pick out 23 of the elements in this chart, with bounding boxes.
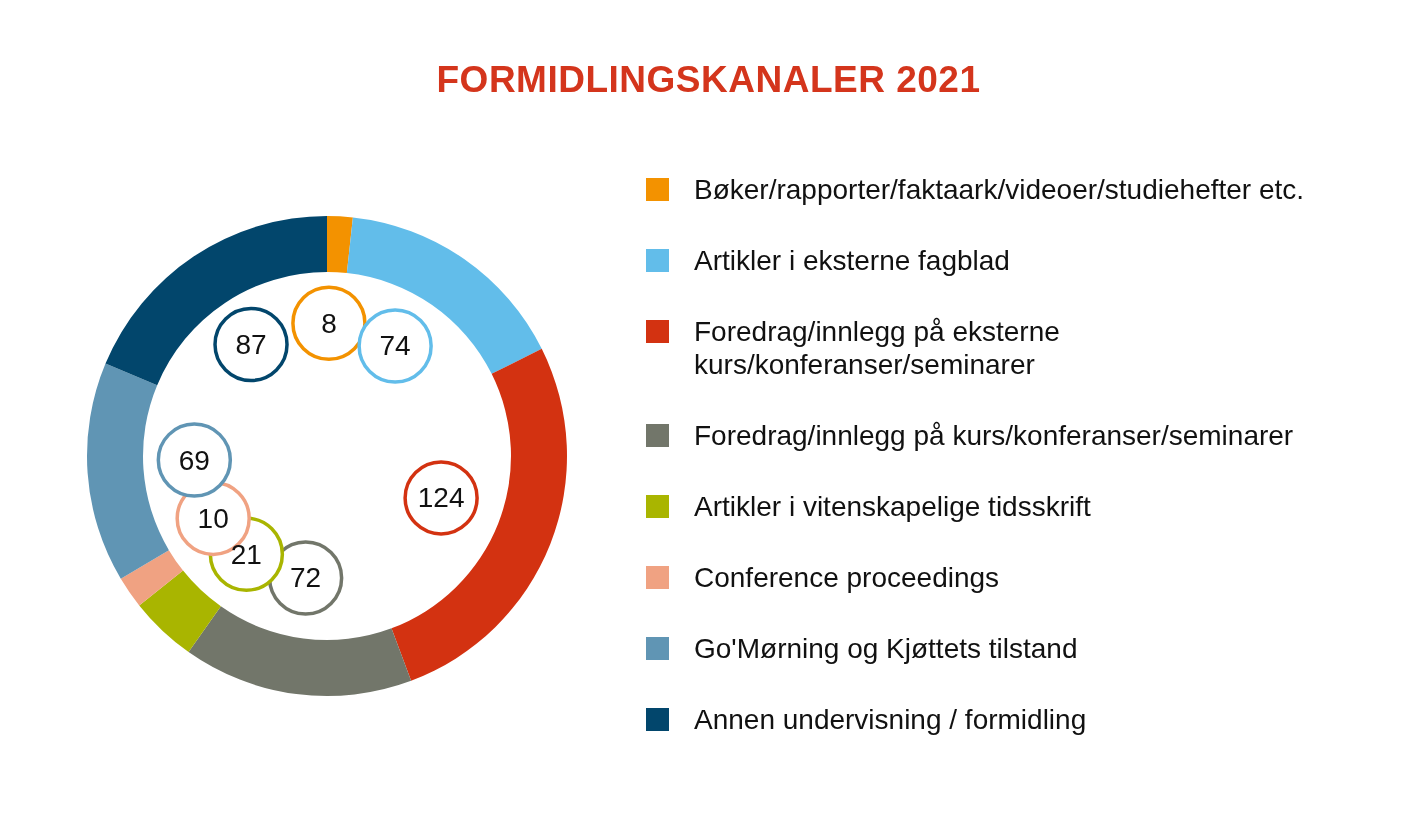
donut-slice [139,570,221,653]
donut-slice [327,216,353,274]
data-label: 87 [235,328,267,360]
legend-label: Foredrag/innlegg på eksterne kurs/konferanser/seminarer [694,315,1061,381]
legend-label: Bøker/rapporter/faktaark/videoer/studiehefter etc. [694,173,1306,206]
donut-slice [87,363,169,579]
data-label: 69 [178,444,210,476]
donut-slice [188,606,412,696]
legend-label: Artikler i vitenskapelige tidsskrift [694,490,1092,523]
data-label: 8 [321,307,337,339]
legend-label: Artikler i eksterne fagblad [694,244,1011,277]
donut-slice [120,550,184,606]
data-label: 10 [197,502,229,534]
data-label: 72 [290,562,322,594]
data-label: 74 [379,330,411,362]
legend-label: Go'Mørning og Kjøttets tilstand [694,632,1079,665]
data-label: 124 [417,482,465,514]
legend-label: Annen undervisning / formidling [694,703,1088,736]
donut-slice [346,217,542,374]
data-label: 21 [230,538,262,570]
chart-title: FORMIDLINGSKANALER 2021 [435,58,982,102]
legend-label: Conference proceedings [694,561,1001,594]
legend-label: Foredrag/innlegg på kurs/konferanser/seminarer [694,419,1295,452]
